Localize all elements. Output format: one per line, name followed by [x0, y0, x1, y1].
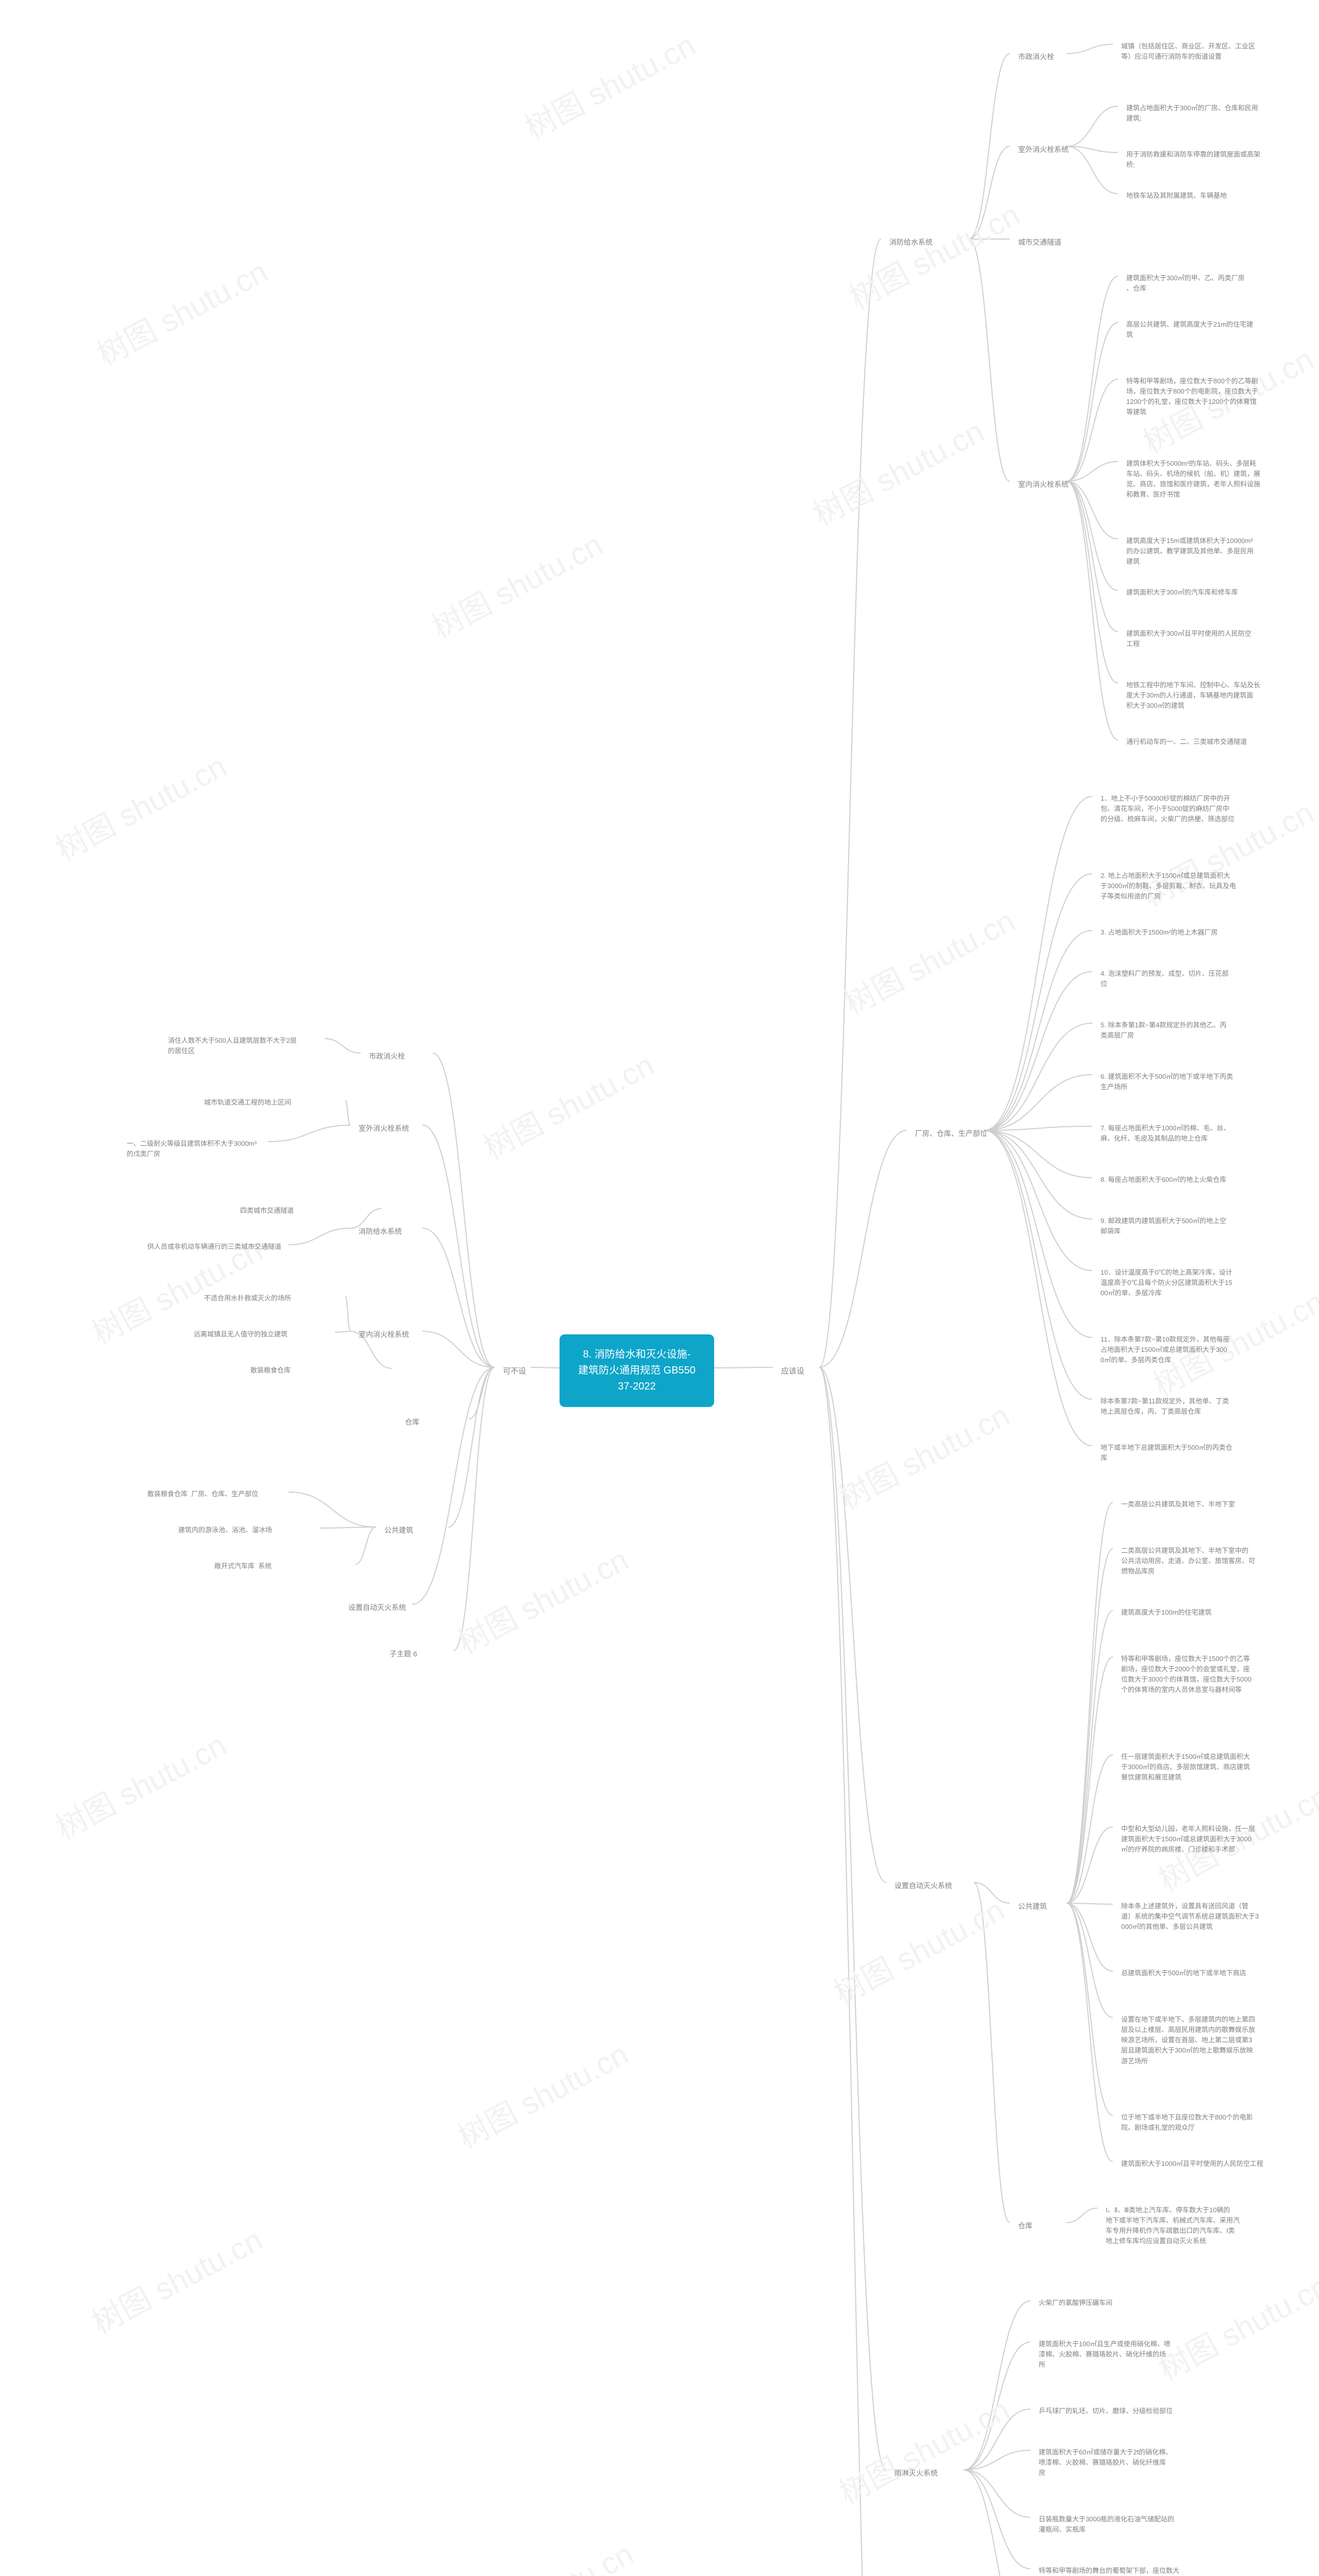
leaf-r1b-4: 5. 除本条第1款~第4款规定外的其他乙、丙 类高层厂房: [1092, 1015, 1235, 1046]
leaf-r1d-2: 乒乓球厂的轧坯、切片、磨球、分级检验部位: [1030, 2401, 1181, 2421]
leaf-r1c1-3: 特等和甲等剧场，座位数大于1500个的乙等 剧场，座位数大于2000个的会堂或礼…: [1113, 1649, 1260, 1701]
node-l1a: 市政消火栓: [361, 1046, 413, 1067]
node-r1a3: 城市交通隧道: [1010, 232, 1070, 253]
leaf-r1c1-7: 总建筑面积大于500㎡的地下或半地下商店: [1113, 1963, 1255, 1984]
leaf-r1c1-2: 建筑高度大于100m的住宅建筑: [1113, 1602, 1220, 1623]
leaf-r1c1-0: 一类高层公共建筑及其地下、半地下室: [1113, 1494, 1243, 1515]
leaf-r1b-0: 1．地上不小于50000纱锭的棉纺厂房中的开 包、清花车间，不小于5000锭的麻…: [1092, 788, 1243, 829]
leaf-l1a: 消住人数不大于500人且建筑层数不大于2层 的居住区: [160, 1030, 305, 1061]
node-r1b: 厂房、仓库、生产部位: [907, 1123, 995, 1145]
leaf-r1a4-5: 建筑面积大于300㎡的汽车库和修车库: [1118, 582, 1246, 603]
leaf-r1b-5: 6. 建筑面积不大于500㎡的地下或半地下丙类 生产场所: [1092, 1066, 1241, 1097]
leaf-l1b-1: 一、二级耐火等级且建筑体积不大于3000m³ 的戊类厂房: [119, 1133, 265, 1164]
leaf-r1a2-1: 用于消防救援和消防车停靠的建筑屋面或高架 桥;: [1118, 144, 1269, 175]
leaf-r1c1-6: 除本条上述建筑外，设置具有送回风道（管 道）系统的集中空气调节系统总建筑面积大于…: [1113, 1896, 1267, 1937]
leaf-r1c1-5: 中型和大型幼儿园，老年人照料设施，任一层 建筑面积大于1500㎡或总建筑面积大于…: [1113, 1819, 1263, 1860]
leaf-r1a2-2: 地铁车站及其附属建筑、车辆基地: [1118, 185, 1235, 206]
leaf-l1d-2: 散装粮食仓库: [242, 1360, 299, 1381]
leaf-r1c1-1: 二类高层公共建筑及其地下、半地下室中的 公共活动用房、走道、办公室、旅馆客房、可…: [1113, 1540, 1263, 1582]
leaf-r1b-8: 9. 邮政建筑内建筑面积大于500㎡的地上空 邮袋库: [1092, 1211, 1235, 1242]
node-l1f: 公共建筑: [376, 1520, 421, 1541]
leaf-l1f-1: 建筑内的游泳池、浴池、溜冰场: [170, 1520, 280, 1540]
leaf-r1b-1: 2. 地上占地面积大于1500㎡或总建筑面积大 于3000㎡的制鞋、多层剪裁、制…: [1092, 866, 1244, 907]
leaf-r1a4-8: 通行机动车的一、二、三类城市交通隧道: [1118, 732, 1255, 752]
leaf-r1d-3: 建筑面积大于60㎡或储存量大于2t的硝化棉、 喷漆棉、火胶棉、赛璐珞胶片、硝化纤…: [1030, 2442, 1180, 2483]
node-r1a1: 市政消火栓: [1010, 46, 1062, 68]
node-r1c2: 仓库: [1010, 2215, 1041, 2237]
leaf-r1b-12: 地下或半地下总建筑面积大于500㎡的丙类仓 库: [1092, 1437, 1241, 1468]
mindmap-stage: { "meta": { "type": "mindmap", "canvas":…: [0, 0, 1319, 2576]
leaf-r1a4-6: 建筑面积大于300㎡且平时使用的人民防空 工程: [1118, 623, 1260, 654]
leaf-r1a4-3: 建筑体积大于5000m³的车站、码头、多层耗 车站、码头、机场的候机（船、机）建…: [1118, 453, 1269, 505]
leaf-l1d-1: 远离城镇且无人值守的独立建筑: [185, 1324, 296, 1345]
leaf-r1c1-4: 任一层建筑面积大于1500㎡或总建筑面积大 于3000㎡的商店、多层旅馆建筑、商…: [1113, 1747, 1258, 1788]
leaf-l1c-0: 四类城市交通隧道: [232, 1200, 302, 1221]
leaf-r1d-4: 日装瓶数量大于3000瓶的液化石油气储配站的 灌瓶间、实瓶库: [1030, 2509, 1182, 2540]
node-r1a2: 室外消火栓系统: [1010, 139, 1077, 161]
leaf-r1d-0: 火柴厂的氯酸钾压碾车间: [1030, 2293, 1121, 2313]
leaf-r1d-5: 特等和甲等剧场的舞台的葡萄架下部，座位数大 于1500个乙等剧场和座位数超过的舞…: [1030, 2561, 1189, 2576]
branch-l1: 可不设: [495, 1360, 534, 1382]
leaf-l1d-0: 不适合用水扑救或灭火的场所: [196, 1288, 299, 1309]
node-r1d: 雨淋灭火系统: [886, 2463, 946, 2484]
node-l1g: 设置自动灭火系统: [340, 1597, 414, 1619]
leaf-r1b-7: 8. 每座占地面积大于600㎡的地上火柴仓库: [1092, 1170, 1235, 1190]
leaf-r1b-6: 7. 每座占地面积大于1000㎡的棉、毛、丝、 麻、化纤、毛皮及其制品的地上仓库: [1092, 1118, 1238, 1149]
leaf-r1a1: 城镇（包括居住区、商业区、开发区、工业区 等）应沿可通行消防车的街道设置: [1113, 36, 1263, 67]
leaf-r1c1-10: 建筑面积大于1000㎡且平时使用的人民防空工程: [1113, 2154, 1272, 2174]
leaf-r1a4-2: 特等和甲等剧场，座位数大于800个的乙等剧 场，座位数大于800个的电影院，座位…: [1118, 371, 1266, 423]
root-node: 8. 消防给水和灭火设施- 建筑防火通用规范 GB550 37-2022: [560, 1334, 714, 1407]
leaf-l1b-0: 城市轨道交通工程的地上区间: [196, 1092, 299, 1113]
node-r1a4: 室内消火栓系统: [1010, 474, 1077, 496]
leaf-r1a4-4: 建筑高度大于15m或建筑体积大于10000m³ 的办公建筑、教学建筑及其他单、多…: [1118, 531, 1262, 572]
leaf-r1b-10: 11．除本条第7款~第10款规定外，其他每座 占地面积大于1500㎡或总建筑面积…: [1092, 1329, 1238, 1370]
leaf-l1f-2: 敞开式汽车库 系统: [206, 1556, 280, 1577]
leaf-r1a4-1: 高层公共建筑、建筑高度大于21m的住宅建 筑: [1118, 314, 1261, 345]
node-l1e: 仓库: [397, 1412, 428, 1433]
leaf-r1b-3: 4. 泡沫塑料厂的预发、成型、切片、压花部 位: [1092, 963, 1237, 994]
branch-r1: 应该设: [773, 1360, 813, 1382]
leaf-r1c2: I、Ⅱ、Ⅲ类地上汽车库、停车数大于10辆的 地下或半地下汽车库、机械式汽车库、采…: [1097, 2200, 1248, 2252]
leaf-r1c1-9: 位于地下或半地下且座位数大于800个的电影 院、剧场或礼堂的观众厅: [1113, 2107, 1261, 2138]
leaf-l1c-1: 供人员或非机动车辆通行的三类城市交通隧道: [139, 1236, 290, 1257]
node-r1a: 消防给水系统: [881, 232, 941, 253]
leaf-r1a4-0: 建筑面积大于300㎡的甲、乙、丙类厂房 、仓库: [1118, 268, 1253, 299]
leaf-r1c1-8: 设置在地下或半地下、多层建筑内的地上第四 层及以上楼层、高层民用建筑内的歌舞娱乐…: [1113, 2009, 1263, 2072]
node-r1c: 设置自动灭火系统: [886, 1875, 960, 1897]
node-r1c1: 公共建筑: [1010, 1896, 1055, 1918]
leaf-r1b-11: 除本条第7款~第11款规定外，其他单、丁类 地上高层仓库，丙、丁类高层仓库: [1092, 1391, 1237, 1422]
leaf-r1a2-0: 建筑占地面积大于300㎡的厂房、仓库和民用 建筑;: [1118, 98, 1266, 129]
node-l1d: 室内消火栓系统: [350, 1324, 417, 1346]
leaf-r1d-1: 建筑面积大于100㎡且生产或使用硝化棉、喷 漆棉、火胶棉、赛璐珞胶片、硝化纤维的…: [1030, 2334, 1179, 2375]
node-l1c: 消防给水系统: [350, 1221, 410, 1243]
node-l1h: 子主题 6: [381, 1643, 426, 1665]
leaf-r1b-2: 3. 占地面积大于1500m²的地上木器厂房: [1092, 922, 1226, 943]
node-l1b: 室外消火栓系统: [350, 1118, 417, 1140]
leaf-r1b-9: 10．设计温度高于0℃的地上高架冷库，设计 温度高于0℃且每个防火分区建筑面积大…: [1092, 1262, 1241, 1303]
leaf-r1a4-7: 地铁工程中的地下车间、控制中心、车站及长 度大于30m的人行通道，车辆基地内建筑…: [1118, 675, 1269, 716]
leaf-l1f-0: 散装粮食仓库 厂房、仓库、生产部位: [139, 1484, 266, 1504]
